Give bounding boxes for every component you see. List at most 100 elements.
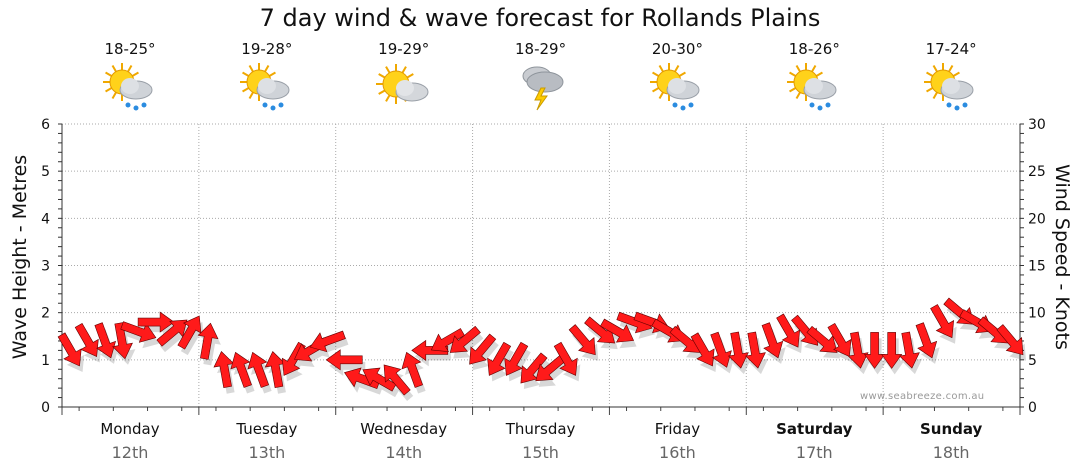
sun-cloud-rain-icon xyxy=(199,62,335,118)
day-date-label: 14th xyxy=(385,443,423,462)
wind-arrow xyxy=(264,351,286,389)
wind-arrow xyxy=(520,352,548,384)
wind-arrow xyxy=(776,313,801,348)
wind-arrow xyxy=(430,328,465,352)
watermark: www.seabreeze.com.au xyxy=(860,391,985,402)
sun-cloud-rain-icon xyxy=(62,62,198,118)
wind-arrow xyxy=(74,322,99,358)
y-left-tick-label: 3 xyxy=(41,259,50,275)
wind-arrow xyxy=(745,331,766,369)
day-forecast-monday: 18-25° xyxy=(62,40,198,118)
wind-arrow xyxy=(120,321,157,343)
wind-arrow xyxy=(553,341,578,376)
wind-arrows-group xyxy=(57,297,1024,396)
wind-arrow xyxy=(761,322,784,359)
wind-arrow xyxy=(401,351,423,388)
sun-cloud-icon xyxy=(336,62,472,118)
wind-arrow xyxy=(469,333,497,365)
storm-cloud-icon xyxy=(473,62,609,118)
wind-arrow xyxy=(806,325,838,353)
y-right-tick-label: 20 xyxy=(1028,211,1046,227)
wind-arrow xyxy=(930,304,955,339)
y-right-tick-label: 10 xyxy=(1028,306,1046,322)
temperature-range: 18-25° xyxy=(104,40,156,58)
day-name-label: Friday xyxy=(654,420,701,438)
wind-arrow xyxy=(899,331,920,369)
temperature-range: 18-29° xyxy=(515,40,567,58)
wind-arrow xyxy=(568,324,596,356)
arrow-shadow xyxy=(472,340,499,371)
day-forecast-thursday: 18-29° xyxy=(473,40,609,118)
day-forecast-friday: 20-30° xyxy=(609,40,745,118)
wind-arrow xyxy=(864,332,886,369)
y-left-tick-label: 5 xyxy=(41,164,50,180)
wind-arrow xyxy=(584,316,616,344)
wind-arrow xyxy=(325,349,363,371)
day-name-label: Sunday xyxy=(919,420,983,438)
day-date-label: 18th xyxy=(932,443,970,462)
wind-arrow xyxy=(710,331,732,368)
day-date-label: 16th xyxy=(659,443,696,462)
wind-arrow xyxy=(504,341,529,376)
wind-arrow xyxy=(137,311,175,333)
wind-arrow xyxy=(827,322,852,358)
y-right-tick-label: 0 xyxy=(1028,400,1037,416)
temperature-range: 20-30° xyxy=(651,40,703,58)
day-name-label: Saturday xyxy=(776,420,853,438)
day-forecast-wednesday: 19-29° xyxy=(336,40,472,118)
wind-arrow xyxy=(94,322,116,359)
wind-arrow xyxy=(362,367,397,392)
day-name-label: Tuesday xyxy=(236,420,298,438)
wind-arrow xyxy=(449,325,481,353)
y-right-tick-label: 5 xyxy=(1028,353,1037,369)
y-right-tick-label: 30 xyxy=(1028,117,1046,133)
day-forecast-saturday: 18-26° xyxy=(746,40,882,118)
wind-arrow xyxy=(881,332,903,369)
y-right-tick-label: 25 xyxy=(1028,164,1046,180)
wind-arrow xyxy=(230,351,252,388)
day-name-label: Wednesday xyxy=(360,420,448,438)
wind-arrow xyxy=(247,351,270,388)
day-name-label: Thursday xyxy=(505,420,576,438)
day-date-label: 13th xyxy=(248,443,286,462)
wind-arrow xyxy=(213,351,235,389)
y-left-tick-label: 0 xyxy=(41,400,50,416)
wind-arrow xyxy=(487,341,512,376)
day-date-label: 17th xyxy=(795,443,833,462)
wind-arrow xyxy=(197,322,219,360)
day-date-label: 15th xyxy=(522,443,559,462)
temperature-range: 18-26° xyxy=(788,40,840,58)
day-forecast-tuesday: 19-28° xyxy=(199,40,335,118)
sun-cloud-rain-icon xyxy=(746,62,882,118)
day-forecast-sunday: 17-24° xyxy=(883,40,1019,118)
wind-arrow xyxy=(383,364,411,396)
y-left-tick-label: 2 xyxy=(41,306,50,322)
wind-arrow xyxy=(915,322,938,359)
arrow-shadow xyxy=(490,348,514,382)
wind-arrow xyxy=(996,324,1024,356)
wind-arrow xyxy=(112,322,133,360)
sun-cloud-rain-icon xyxy=(883,62,1019,118)
y-left-tick-label: 6 xyxy=(41,117,50,133)
y-left-tick-label: 1 xyxy=(41,353,50,369)
chart-title: 7 day wind & wave forecast for Rollands … xyxy=(259,4,821,32)
wind-arrow xyxy=(599,318,635,343)
wind-arrow xyxy=(847,331,869,369)
temperature-range: 19-29° xyxy=(378,40,430,58)
wind-arrow xyxy=(727,331,749,369)
y-left-tick-label: 4 xyxy=(41,211,50,227)
wind-arrow xyxy=(309,330,346,353)
wind-arrow xyxy=(177,315,202,350)
arrow-shadow xyxy=(507,348,531,382)
wind-arrow xyxy=(690,332,715,367)
y-right-tick-label: 15 xyxy=(1028,259,1046,275)
wind-arrow xyxy=(156,319,188,347)
sun-cloud-rain-icon xyxy=(609,62,745,118)
day-name-label: Monday xyxy=(100,420,160,438)
day-date-label: 12th xyxy=(111,443,149,462)
temperature-range: 19-28° xyxy=(241,40,293,58)
wind-arrow xyxy=(535,354,567,382)
arrow-shadow xyxy=(523,358,551,390)
temperature-range: 17-24° xyxy=(925,40,977,58)
